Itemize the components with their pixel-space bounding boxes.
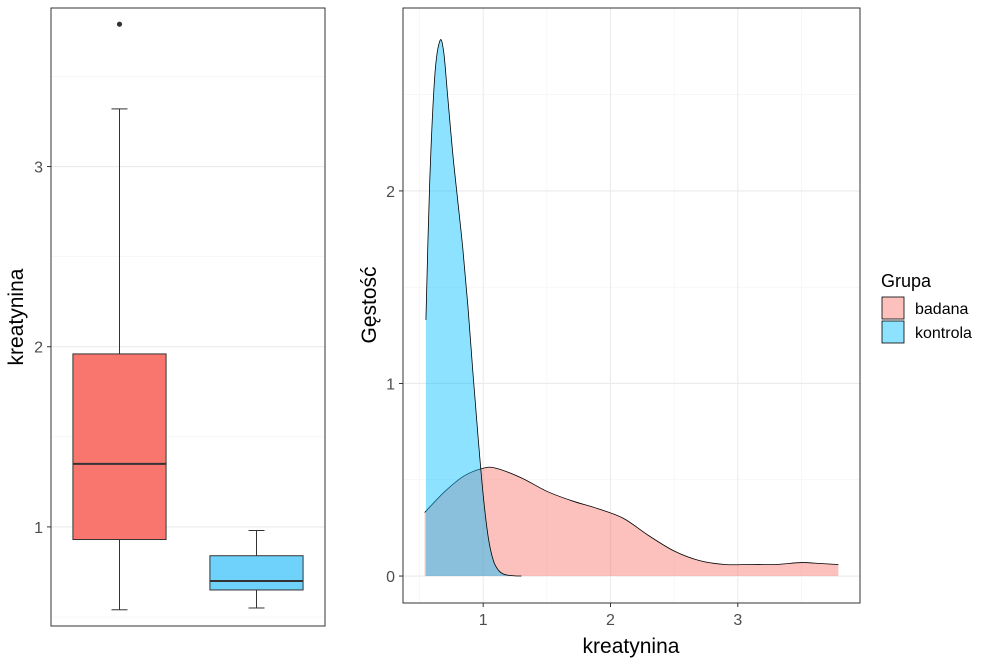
density-y-tick-label: 2 [386, 184, 395, 201]
density-x-ticks: 1 2 3 [479, 603, 742, 629]
density-line-kontrola [425, 39, 522, 577]
boxplot-y-tick-label: 1 [34, 520, 43, 537]
box-badana [72, 21, 167, 611]
legend-title: Grupa [881, 271, 932, 291]
density-x-tick-label: 3 [733, 612, 742, 629]
density-y-tick-label: 1 [386, 376, 395, 393]
legend-label-kontrola: kontrola [915, 325, 972, 342]
box-kontrola [209, 530, 304, 609]
density-area-kontrola [425, 39, 522, 577]
density-panel-border [402, 7, 861, 604]
boxplot-panel-border [50, 7, 326, 627]
density-plot-background [403, 8, 860, 603]
density-y-axis-title: Gęstość [358, 266, 381, 343]
density-x-axis-title: kreatynina [583, 635, 680, 658]
box-outlier-point [116, 21, 123, 27]
legend-entries: badana kontrola [881, 296, 972, 344]
density-y-ticks: 0 1 2 [386, 184, 403, 586]
boxplot-y-tick-label: 3 [34, 160, 43, 177]
box-iqr-rect [72, 353, 167, 541]
density-gridlines [403, 8, 860, 603]
legend-key-kontrola [881, 320, 905, 344]
legend-key-badana [881, 296, 905, 320]
density-line-badana [424, 466, 839, 566]
density-y-tick-label: 0 [386, 569, 395, 586]
legend: Grupa badana kontrola [881, 271, 972, 344]
legend-entry-kontrola: kontrola [881, 320, 972, 344]
legend-label-badana: badana [915, 301, 968, 318]
density-x-tick-label: 2 [606, 612, 615, 629]
boxplot-y-tick-label: 2 [34, 340, 43, 357]
boxplot-y-ticks: 1 2 3 [34, 160, 51, 537]
legend-entry-badana: badana [881, 296, 968, 320]
boxplot-y-axis-title: kreatynina [5, 268, 28, 365]
box-iqr-rect [209, 555, 304, 591]
boxplot-marks [72, 21, 304, 611]
density-panel: 0 1 2 1 2 3 Gęstość kreatynina [358, 7, 861, 658]
density-marks [424, 39, 839, 577]
boxplot-panel: 1 2 3 kreatynina [5, 7, 326, 627]
density-area-badana [424, 467, 839, 577]
density-x-tick-label: 1 [479, 612, 488, 629]
